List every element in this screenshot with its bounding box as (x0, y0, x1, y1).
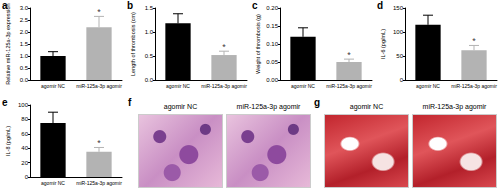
svg-text:1.0: 1.0 (145, 29, 154, 35)
svg-text:0.5: 0.5 (145, 53, 154, 59)
html-text:f: f (128, 97, 132, 108)
svg-text:0.0: 0.0 (20, 77, 29, 83)
svg-text:miR-125a-3p agomir: miR-125a-3p agomir (201, 83, 247, 89)
svg-text:100: 100 (393, 29, 404, 35)
html-text:agomir NC: agomir NC (163, 103, 198, 110)
svg-text:1.5: 1.5 (145, 5, 154, 11)
svg-text:miR-125a-3p agomir: miR-125a-3p agomir (76, 180, 122, 186)
svg-text:2.0: 2.0 (20, 29, 29, 35)
svg-text:40: 40 (21, 145, 28, 151)
html-text:g: g (314, 97, 321, 108)
svg-text:1.0: 1.0 (20, 53, 29, 59)
svg-text:0.10: 0.10 (266, 41, 278, 47)
svg-text:80: 80 (21, 116, 28, 122)
svg-text:0.0: 0.0 (145, 77, 154, 83)
svg-text:c: c (252, 0, 258, 11)
svg-text:1.5: 1.5 (20, 41, 29, 47)
svg-text:miR-125a-3p agomir: miR-125a-3p agomir (76, 83, 122, 89)
svg-text:150: 150 (393, 5, 404, 11)
svg-text:IL-6 (pg/mL): IL-6 (pg/mL) (380, 29, 386, 59)
svg-text:100: 100 (18, 102, 29, 108)
svg-text:miR-125a-3p agomir: miR-125a-3p agomir (326, 83, 372, 89)
svg-text:agomir NC: agomir NC (41, 180, 65, 186)
svg-text:*: * (222, 42, 226, 52)
svg-text:Weight of thrombosis (g): Weight of thrombosis (g) (255, 14, 261, 74)
svg-text:0.05: 0.05 (266, 59, 278, 65)
svg-text:60: 60 (21, 131, 28, 137)
svg-text:0: 0 (25, 174, 29, 180)
svg-text:0: 0 (400, 77, 404, 83)
svg-text:Relative miR-125a-3p expressio: Relative miR-125a-3p expression (5, 3, 11, 84)
svg-text:agomir NC: agomir NC (416, 83, 440, 89)
svg-text:a: a (2, 0, 8, 11)
svg-text:0.20: 0.20 (266, 5, 278, 11)
svg-text:0.15: 0.15 (266, 23, 278, 29)
html-text:miR-125a-3p agomir: miR-125a-3p agomir (236, 103, 301, 110)
svg-text:b: b (127, 0, 133, 11)
svg-text:0.5: 0.5 (20, 65, 29, 71)
svg-text:2.5: 2.5 (20, 17, 29, 23)
svg-text:*: * (97, 138, 101, 148)
html-text:miR-125a-3p agomir: miR-125a-3p agomir (422, 103, 487, 110)
svg-text:*: * (472, 36, 476, 46)
svg-text:IL-8 (pg/mL): IL-8 (pg/mL) (5, 126, 11, 156)
svg-text:0.00: 0.00 (266, 77, 278, 83)
svg-text:*: * (97, 7, 101, 17)
svg-text:20: 20 (21, 160, 28, 166)
svg-text:agomir NC: agomir NC (41, 83, 65, 89)
svg-text:d: d (377, 0, 383, 11)
svg-text:agomir NC: agomir NC (166, 83, 190, 89)
svg-text:3.0: 3.0 (20, 5, 29, 11)
svg-text:miR-125a-3p agomir: miR-125a-3p agomir (451, 83, 497, 89)
svg-text:50: 50 (396, 53, 403, 59)
html-text:agomir NC: agomir NC (349, 103, 384, 110)
svg-text:agomir NC: agomir NC (291, 83, 315, 89)
svg-text:Length of thrombosis (cm): Length of thrombosis (cm) (130, 12, 136, 76)
svg-text:e: e (2, 97, 8, 108)
svg-text:*: * (347, 50, 351, 60)
